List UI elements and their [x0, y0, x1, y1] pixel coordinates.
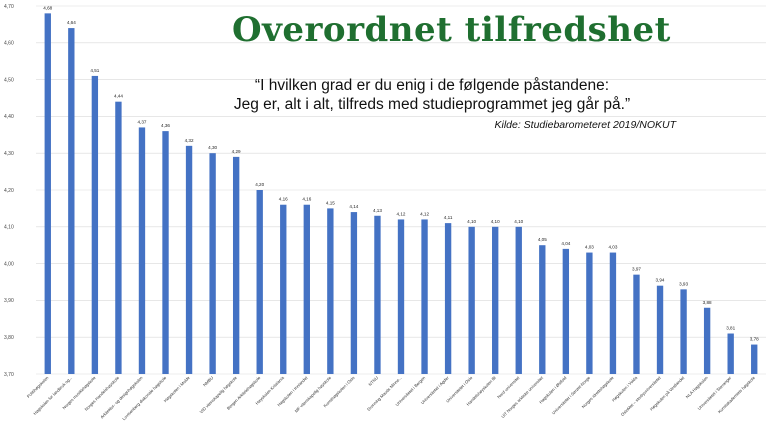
data-label: 4,10 — [467, 219, 476, 224]
data-label: 4,30 — [208, 145, 217, 150]
bar — [68, 28, 75, 375]
bar — [492, 226, 499, 374]
bar — [680, 289, 687, 374]
bar — [374, 215, 381, 374]
data-label: 4,13 — [373, 208, 382, 213]
bar — [703, 307, 711, 374]
bar — [185, 145, 193, 374]
survey-question: “I hvilken grad er du enig i de følgende… — [232, 76, 632, 114]
bar — [280, 204, 287, 374]
bar — [586, 252, 593, 374]
x-tick-label: Lovisenberg diakonale høgskole — [121, 375, 167, 421]
bar — [468, 226, 475, 374]
y-tick-label: 3,90 — [4, 298, 14, 304]
data-label: 4,14 — [349, 204, 358, 209]
data-label: 4,32 — [185, 138, 194, 143]
x-tick-label: NLA Høgskolen — [685, 375, 710, 400]
y-tick-label: 4,60 — [4, 41, 14, 47]
data-label: 4,10 — [491, 219, 500, 224]
bars — [44, 13, 758, 375]
bar — [138, 127, 146, 374]
data-label: 4,03 — [608, 245, 617, 250]
bar — [232, 156, 240, 374]
survey-question-line-2: Jeg er, alt i alt, tilfreds med studiepr… — [233, 96, 631, 113]
data-label: 4,44 — [114, 94, 123, 99]
bar — [162, 131, 169, 374]
bar — [256, 190, 263, 374]
bar — [515, 226, 522, 374]
data-label: 3,81 — [726, 326, 735, 331]
bar — [539, 245, 546, 374]
data-label: 4,11 — [444, 215, 453, 220]
bar — [562, 248, 570, 374]
data-label: 4,12 — [420, 211, 429, 216]
x-tick-label: OsloMet – storbyuniversitetet — [620, 375, 662, 417]
data-label: 4,51 — [90, 68, 99, 73]
data-label: 4,29 — [232, 149, 241, 154]
x-tick-label: Universitetet i Sørøst-Norge — [551, 375, 592, 416]
data-label: 4,20 — [255, 182, 264, 187]
data-label: 4,37 — [137, 119, 146, 124]
data-label: 3,78 — [750, 337, 759, 342]
data-label: 4,15 — [326, 200, 335, 205]
y-tick-label: 4,70 — [4, 4, 14, 10]
data-label: 4,05 — [538, 237, 547, 242]
x-tick-label: Politihøgskolen — [26, 375, 50, 399]
bar — [44, 13, 51, 375]
x-tick-label: NTNU — [367, 375, 379, 387]
data-label: 4,64 — [67, 20, 76, 25]
bar — [656, 285, 664, 374]
bar — [209, 153, 216, 374]
source-note: Kilde: Studiebarometeret 2019/NOKUT — [494, 119, 676, 131]
bar — [397, 219, 405, 374]
data-label: 4,16 — [302, 197, 311, 202]
x-tick-label: Høgskolen i Molde — [163, 375, 192, 404]
slide-title: Overordnet tilfredshet — [232, 10, 671, 50]
data-label: 3,88 — [703, 300, 712, 305]
data-label: 3,97 — [632, 267, 641, 272]
bar — [751, 344, 758, 374]
y-tick-label: 4,50 — [4, 77, 14, 83]
x-tick-label: UiT Norges arktiske universitet — [500, 375, 544, 419]
bar — [444, 223, 452, 374]
data-label: 4,10 — [514, 219, 523, 224]
data-label: 4,68 — [43, 5, 52, 10]
bar — [91, 75, 99, 375]
bar — [303, 204, 310, 374]
y-tick-label: 3,80 — [4, 335, 14, 341]
y-tick-label: 4,10 — [4, 225, 14, 231]
data-label: 4,04 — [561, 241, 570, 246]
x-tick-label: NMBU — [202, 375, 214, 387]
y-tick-label: 4,30 — [4, 151, 14, 157]
data-label: 4,12 — [397, 211, 406, 216]
bar — [727, 333, 734, 374]
y-tick-label: 4,00 — [4, 261, 14, 267]
bar — [633, 274, 640, 374]
y-tick-label: 3,70 — [4, 372, 14, 378]
data-labels: 4,68 4,64 4,51 4,44 4,37 4,36 4,32 4,30 4,29 4,20… — [43, 5, 759, 341]
y-tick-label: 4,20 — [4, 188, 14, 194]
y-tick-label: 4,40 — [4, 114, 14, 120]
data-label: 3,93 — [679, 281, 688, 286]
bar — [609, 252, 617, 374]
data-label: 3,94 — [656, 278, 665, 283]
x-tick-label: Nord universitet — [496, 375, 521, 400]
bar — [421, 219, 428, 374]
survey-question-line-1: “I hvilken grad er du enig i de følgende… — [254, 77, 610, 94]
data-label: 4,03 — [585, 245, 594, 250]
data-label: 4,36 — [161, 123, 170, 128]
bar — [115, 101, 122, 375]
y-axis-ticks: 3,70 3,80 3,90 4,00 4,10 4,20 4,30 4,40 4,50 4,60… — [4, 4, 14, 378]
x-tick-label: Høgskolen for landbruk og... — [32, 375, 73, 416]
bar — [327, 208, 334, 374]
bar — [350, 212, 358, 374]
data-label: 4,16 — [279, 197, 288, 202]
x-tick-label: Arkitektur- og designhøgskolen — [99, 375, 144, 420]
